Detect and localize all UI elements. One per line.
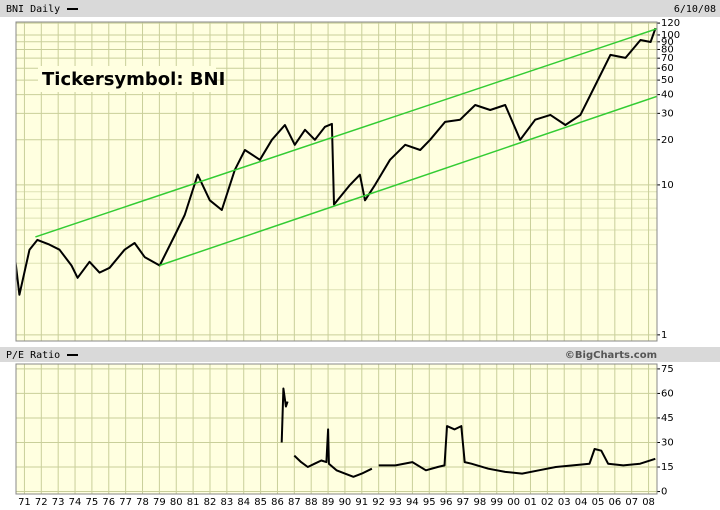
x-tick-label: 06 — [608, 497, 621, 508]
x-tick-label: 77 — [119, 497, 132, 508]
y-tick-label: 50 — [661, 75, 674, 86]
x-tick-label: 86 — [271, 497, 284, 508]
header-bar — [0, 347, 720, 362]
y-tick-label: 70 — [661, 53, 674, 64]
x-tick-label: 99 — [490, 497, 503, 508]
x-tick-label: 76 — [102, 497, 115, 508]
x-tick-label: 80 — [170, 497, 183, 508]
x-tick-label: 94 — [406, 497, 419, 508]
source-label: ©BigCharts.com — [565, 350, 657, 361]
line — [159, 95, 657, 267]
series-group — [16, 27, 657, 296]
line — [16, 27, 657, 296]
y-tick-label: 75 — [661, 364, 674, 375]
y-tick-label: 100 — [661, 30, 680, 41]
y-tick-label: 15 — [661, 462, 674, 473]
x-tick-label: 92 — [372, 497, 385, 508]
x-tick-label: 97 — [457, 497, 470, 508]
x-tick-label: 89 — [322, 497, 335, 508]
y-tick-label: 30 — [661, 437, 674, 448]
y-tick-label: 10 — [661, 180, 674, 191]
x-tick-label: 74 — [69, 497, 82, 508]
x-tick-label: 87 — [288, 497, 301, 508]
x-tick-label: 08 — [642, 497, 655, 508]
x-tick-label: 02 — [541, 497, 554, 508]
y-tick-label: 40 — [661, 90, 674, 101]
x-tick-label: 71 — [18, 497, 31, 508]
x-tick-label: 82 — [204, 497, 217, 508]
y-tick-label: 20 — [661, 135, 674, 146]
x-tick-label: 83 — [220, 497, 233, 508]
x-tick-label: 75 — [86, 497, 99, 508]
y-tick-label: 80 — [661, 44, 674, 55]
date-label: 6/10/08 — [674, 4, 716, 15]
x-tick-label: 01 — [524, 497, 537, 508]
x-tick-label: 72 — [35, 497, 48, 508]
x-tick-label: 84 — [237, 497, 250, 508]
series-group — [280, 387, 656, 478]
x-tick-label: 05 — [592, 497, 605, 508]
x-tick-label: 93 — [389, 497, 402, 508]
x-tick-label: 78 — [136, 497, 149, 508]
x-tick-label: 88 — [305, 497, 318, 508]
x-tick-label: 91 — [355, 497, 368, 508]
y-tick-label: 0 — [661, 487, 667, 498]
header-bar — [0, 0, 720, 17]
x-tick-label: 04 — [575, 497, 588, 508]
chart-title: BNI Daily — [6, 4, 60, 15]
x-tick-label: 73 — [52, 497, 65, 508]
x-tick-label: 00 — [507, 497, 520, 508]
x-tick-label: 07 — [625, 497, 638, 508]
x-tick-label: 81 — [187, 497, 200, 508]
y-tick-label: 30 — [661, 108, 674, 119]
x-tick-label: 03 — [558, 497, 571, 508]
plot-frame — [15, 363, 658, 495]
line — [280, 387, 656, 478]
x-tick-label: 79 — [153, 497, 166, 508]
x-tick-label: 95 — [423, 497, 436, 508]
line — [35, 27, 657, 238]
y-tick-label: 1 — [661, 330, 667, 341]
x-tick-label: 90 — [339, 497, 352, 508]
y-tick-label: 90 — [661, 37, 674, 48]
plot-frame — [15, 21, 658, 342]
x-tick-label: 98 — [474, 497, 487, 508]
y-tick-label: 60 — [661, 388, 674, 399]
panel-title: P/E Ratio — [6, 350, 60, 361]
y-tick-label: 45 — [661, 413, 674, 424]
x-tick-label: 85 — [254, 497, 267, 508]
plot-area — [16, 364, 657, 494]
annotation: Tickersymbol: BNI — [42, 69, 225, 90]
y-tick-label: 60 — [661, 63, 674, 74]
x-tick-label: 96 — [440, 497, 453, 508]
y-tick-label: 120 — [661, 18, 680, 29]
annotation-box — [38, 66, 216, 92]
